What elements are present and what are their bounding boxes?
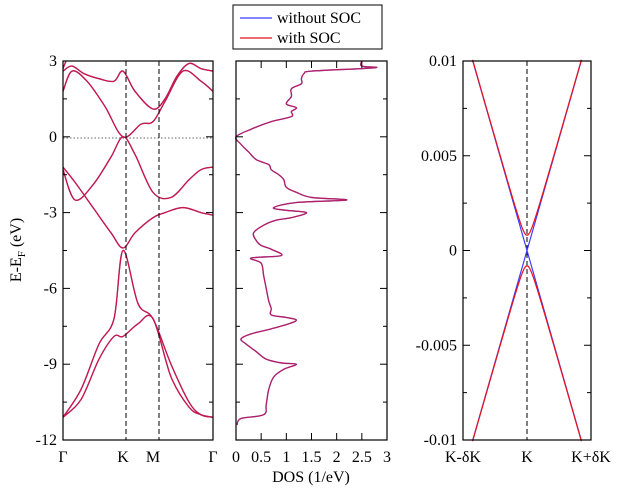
y-tick-label: -3 [44,205,57,222]
y-tick-label: -6 [44,280,57,297]
band-line-without-soc [62,62,214,110]
y-axis-label-subscript: F [16,251,28,257]
y-tick-label: -12 [36,432,57,449]
band-line-with-soc [62,314,214,418]
legend-label-with-soc: with SOC [277,30,341,47]
band-line-without-soc [62,249,214,418]
dos-x-axis-label: DOS (1/eV) [272,469,350,486]
legend-label-without-soc: without SOC [277,10,361,27]
dos-frame [235,60,388,441]
y-tick-label: -0.01 [424,432,457,449]
k-point-label: Γ [58,449,67,466]
y-tick-label: 0.01 [429,53,457,70]
y-tick-label: 0 [49,129,57,146]
dirac-cone-panel: 0.01 0.005 0 -0.005 -0.01 K-δK K K+δK [416,53,612,466]
x-tick-label: 2 [333,449,341,466]
k-point-label: K [117,449,129,466]
x-tick-label: 1.5 [302,449,322,466]
dos-panel: 0 0.5 1 1.5 2 2.5 3 DOS (1/eV) [232,60,391,486]
dirac-cone-k-labels: K-δK K K+δK [445,449,611,466]
k-point-label: K-δK [445,449,481,466]
legend-box [232,4,383,50]
x-tick-label: 2.5 [352,449,372,466]
x-tick-label: 0 [232,449,240,466]
band-line-without-soc [62,136,214,201]
band-line-with-soc [62,249,214,418]
y-axis-label-main: E-E [8,257,25,282]
cone-upper-with-soc [472,59,582,237]
x-tick-label: 0.5 [251,449,271,466]
cone-lower-with-soc [472,264,582,442]
x-tick-label: 3 [383,449,391,466]
dirac-cone-curves [472,59,582,442]
y-tick-label: 0.005 [421,148,457,165]
dos-curve-without-soc [235,60,378,426]
band-line-with-soc [62,62,214,110]
dirac-cone-y-ticks: 0.01 0.005 0 -0.005 -0.01 [416,53,591,449]
band-structure-frame [62,60,214,441]
band-line-with-soc [62,69,214,138]
band-lines [62,60,214,418]
band-structure-y-axis-label: E-EF (eV) [8,218,28,282]
band-line-without-soc [62,314,214,418]
band-structure-y-ticks: 3 0 -3 -6 -9 -12 [36,53,213,449]
dos-curve-with-soc [235,60,378,426]
k-point-label: K [521,449,533,466]
y-tick-label: 0 [449,243,457,260]
dos-curves [235,60,378,426]
dos-x-ticks: 0 0.5 1 1.5 2 2.5 3 [232,61,391,466]
legend: without SOC with SOC [232,4,383,50]
k-point-label: K+δK [571,449,611,466]
band-line-without-soc [62,166,214,249]
band-line-with-soc [62,136,214,201]
x-tick-label: 1 [282,449,290,466]
y-tick-label: -9 [44,356,57,373]
y-tick-label: -0.005 [416,337,457,354]
y-axis-label-unit: (eV) [8,218,25,251]
k-point-label: M [146,449,160,466]
band-line-with-soc [62,166,214,249]
y-tick-label: 3 [49,53,57,70]
k-point-label: Γ [208,449,217,466]
